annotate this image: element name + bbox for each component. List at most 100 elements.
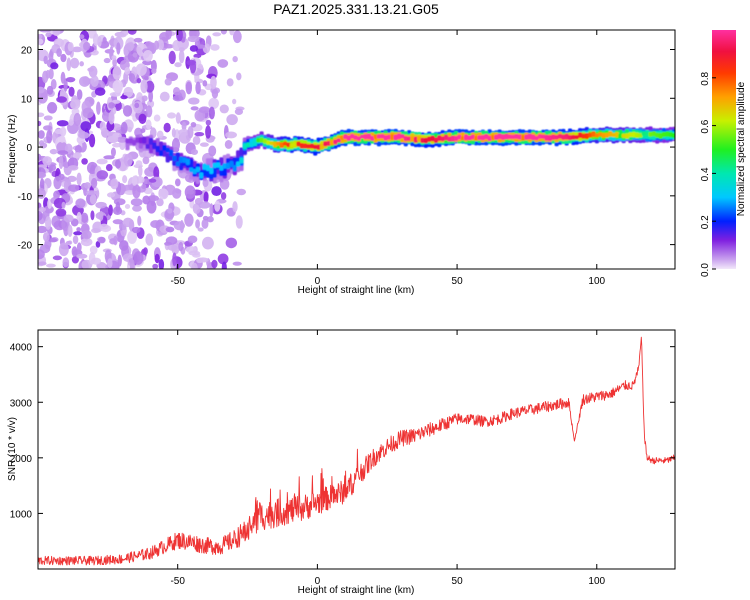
ridge-cell	[470, 134, 475, 140]
noise-blob	[192, 135, 201, 145]
y-tick-label: 10	[21, 94, 33, 105]
ridge-cell	[175, 161, 180, 167]
noise-blob	[225, 237, 238, 249]
noise-blob	[181, 121, 187, 131]
noise-blob	[142, 195, 151, 205]
noise-blob	[60, 71, 66, 84]
noise-blob	[178, 241, 184, 252]
noise-blob	[80, 121, 92, 132]
noise-blob	[68, 86, 75, 97]
noise-blob	[198, 106, 211, 114]
noise-blob	[70, 99, 81, 110]
ridge-cell	[336, 138, 341, 143]
noise-blob	[211, 88, 219, 99]
ridge-cell	[390, 134, 395, 140]
ridge-cell	[541, 134, 546, 139]
ridge-cell	[333, 139, 338, 145]
noise-blob	[220, 192, 227, 200]
noise-blob	[138, 165, 143, 177]
ridge-cell	[293, 141, 298, 148]
noise-blob	[127, 126, 133, 133]
noise-blob	[83, 41, 91, 51]
noise-blob	[45, 216, 52, 230]
ridge-cell	[179, 161, 184, 171]
y-tick-label: 4000	[10, 343, 33, 354]
noise-blob	[85, 190, 98, 196]
noise-blob	[143, 75, 149, 81]
noise-blob	[105, 164, 113, 172]
noise-blob	[128, 73, 136, 82]
noise-blob	[112, 57, 117, 67]
ridge-cell	[581, 133, 586, 139]
ridge-cell	[256, 137, 261, 143]
noise-blob	[203, 191, 209, 204]
ridge-cell	[437, 135, 442, 141]
colorbar-tick-label: 0.6	[700, 119, 711, 133]
noise-blob	[123, 153, 133, 167]
ridge-cell	[507, 134, 512, 139]
noise-blob	[61, 201, 66, 209]
ridge-cell	[306, 144, 311, 149]
ridge-cell	[329, 139, 335, 146]
noise-blob	[199, 142, 209, 147]
ridge-cell	[289, 143, 294, 148]
x-tick-label: 50	[452, 576, 464, 587]
noise-blob	[129, 259, 135, 269]
noise-blob	[178, 129, 190, 136]
x-tick-label: 50	[452, 276, 464, 287]
noise-blob	[164, 78, 172, 86]
noise-blob	[98, 236, 106, 244]
noise-blob	[60, 53, 67, 63]
noise-blob	[90, 210, 95, 221]
noise-blob	[184, 213, 194, 227]
ridge-cell	[614, 131, 620, 138]
noise-blob	[145, 119, 152, 130]
noise-blob	[167, 207, 173, 214]
noise-blob	[153, 114, 161, 122]
y-tick-label: 2000	[10, 454, 33, 465]
noise-blob	[38, 210, 43, 221]
ridge-cell	[370, 135, 375, 141]
noise-blob	[90, 177, 98, 189]
ridge-cell	[517, 134, 522, 140]
ridge-cell	[393, 134, 398, 141]
noise-blob	[66, 57, 72, 72]
ridge-cell	[219, 165, 224, 171]
noise-blob	[95, 240, 101, 248]
noise-blob	[190, 121, 197, 128]
noise-blob	[99, 121, 106, 132]
ridge-cell	[179, 156, 184, 163]
noise-blob	[136, 78, 142, 84]
ridge-cell	[631, 131, 636, 138]
noise-blob	[127, 230, 137, 244]
noise-blob	[42, 156, 53, 166]
colorbar-tick-label: 0.8	[700, 71, 711, 85]
ridge-cell	[225, 162, 231, 170]
ridge-cell	[199, 172, 204, 179]
noise-blob	[208, 145, 217, 157]
ridge-cell	[557, 133, 563, 139]
colorbar	[712, 30, 736, 269]
noise-blob	[42, 232, 50, 242]
ridge-cell	[272, 141, 278, 148]
noise-blob	[173, 221, 186, 231]
colorbar-label: Normalized spectral amplitude	[736, 81, 747, 216]
noise-blob	[194, 197, 203, 205]
noise-blob	[138, 113, 147, 124]
noise-blob	[175, 189, 182, 194]
noise-blob	[83, 182, 92, 189]
ridge-cell	[524, 134, 529, 140]
noise-blob	[90, 75, 99, 87]
x-tick-label: 0	[315, 276, 321, 287]
ridge-cell	[383, 135, 388, 141]
ridge-cell	[323, 141, 328, 147]
noise-blob	[65, 77, 76, 83]
noise-blob	[106, 192, 116, 198]
ridge-cell	[464, 134, 469, 141]
spectrogram-heatmap	[38, 30, 675, 269]
noise-blob	[211, 186, 222, 197]
ridge-cell	[182, 157, 187, 163]
ridge-cell	[266, 140, 271, 145]
noise-blob	[81, 158, 88, 165]
noise-blob	[194, 131, 205, 137]
